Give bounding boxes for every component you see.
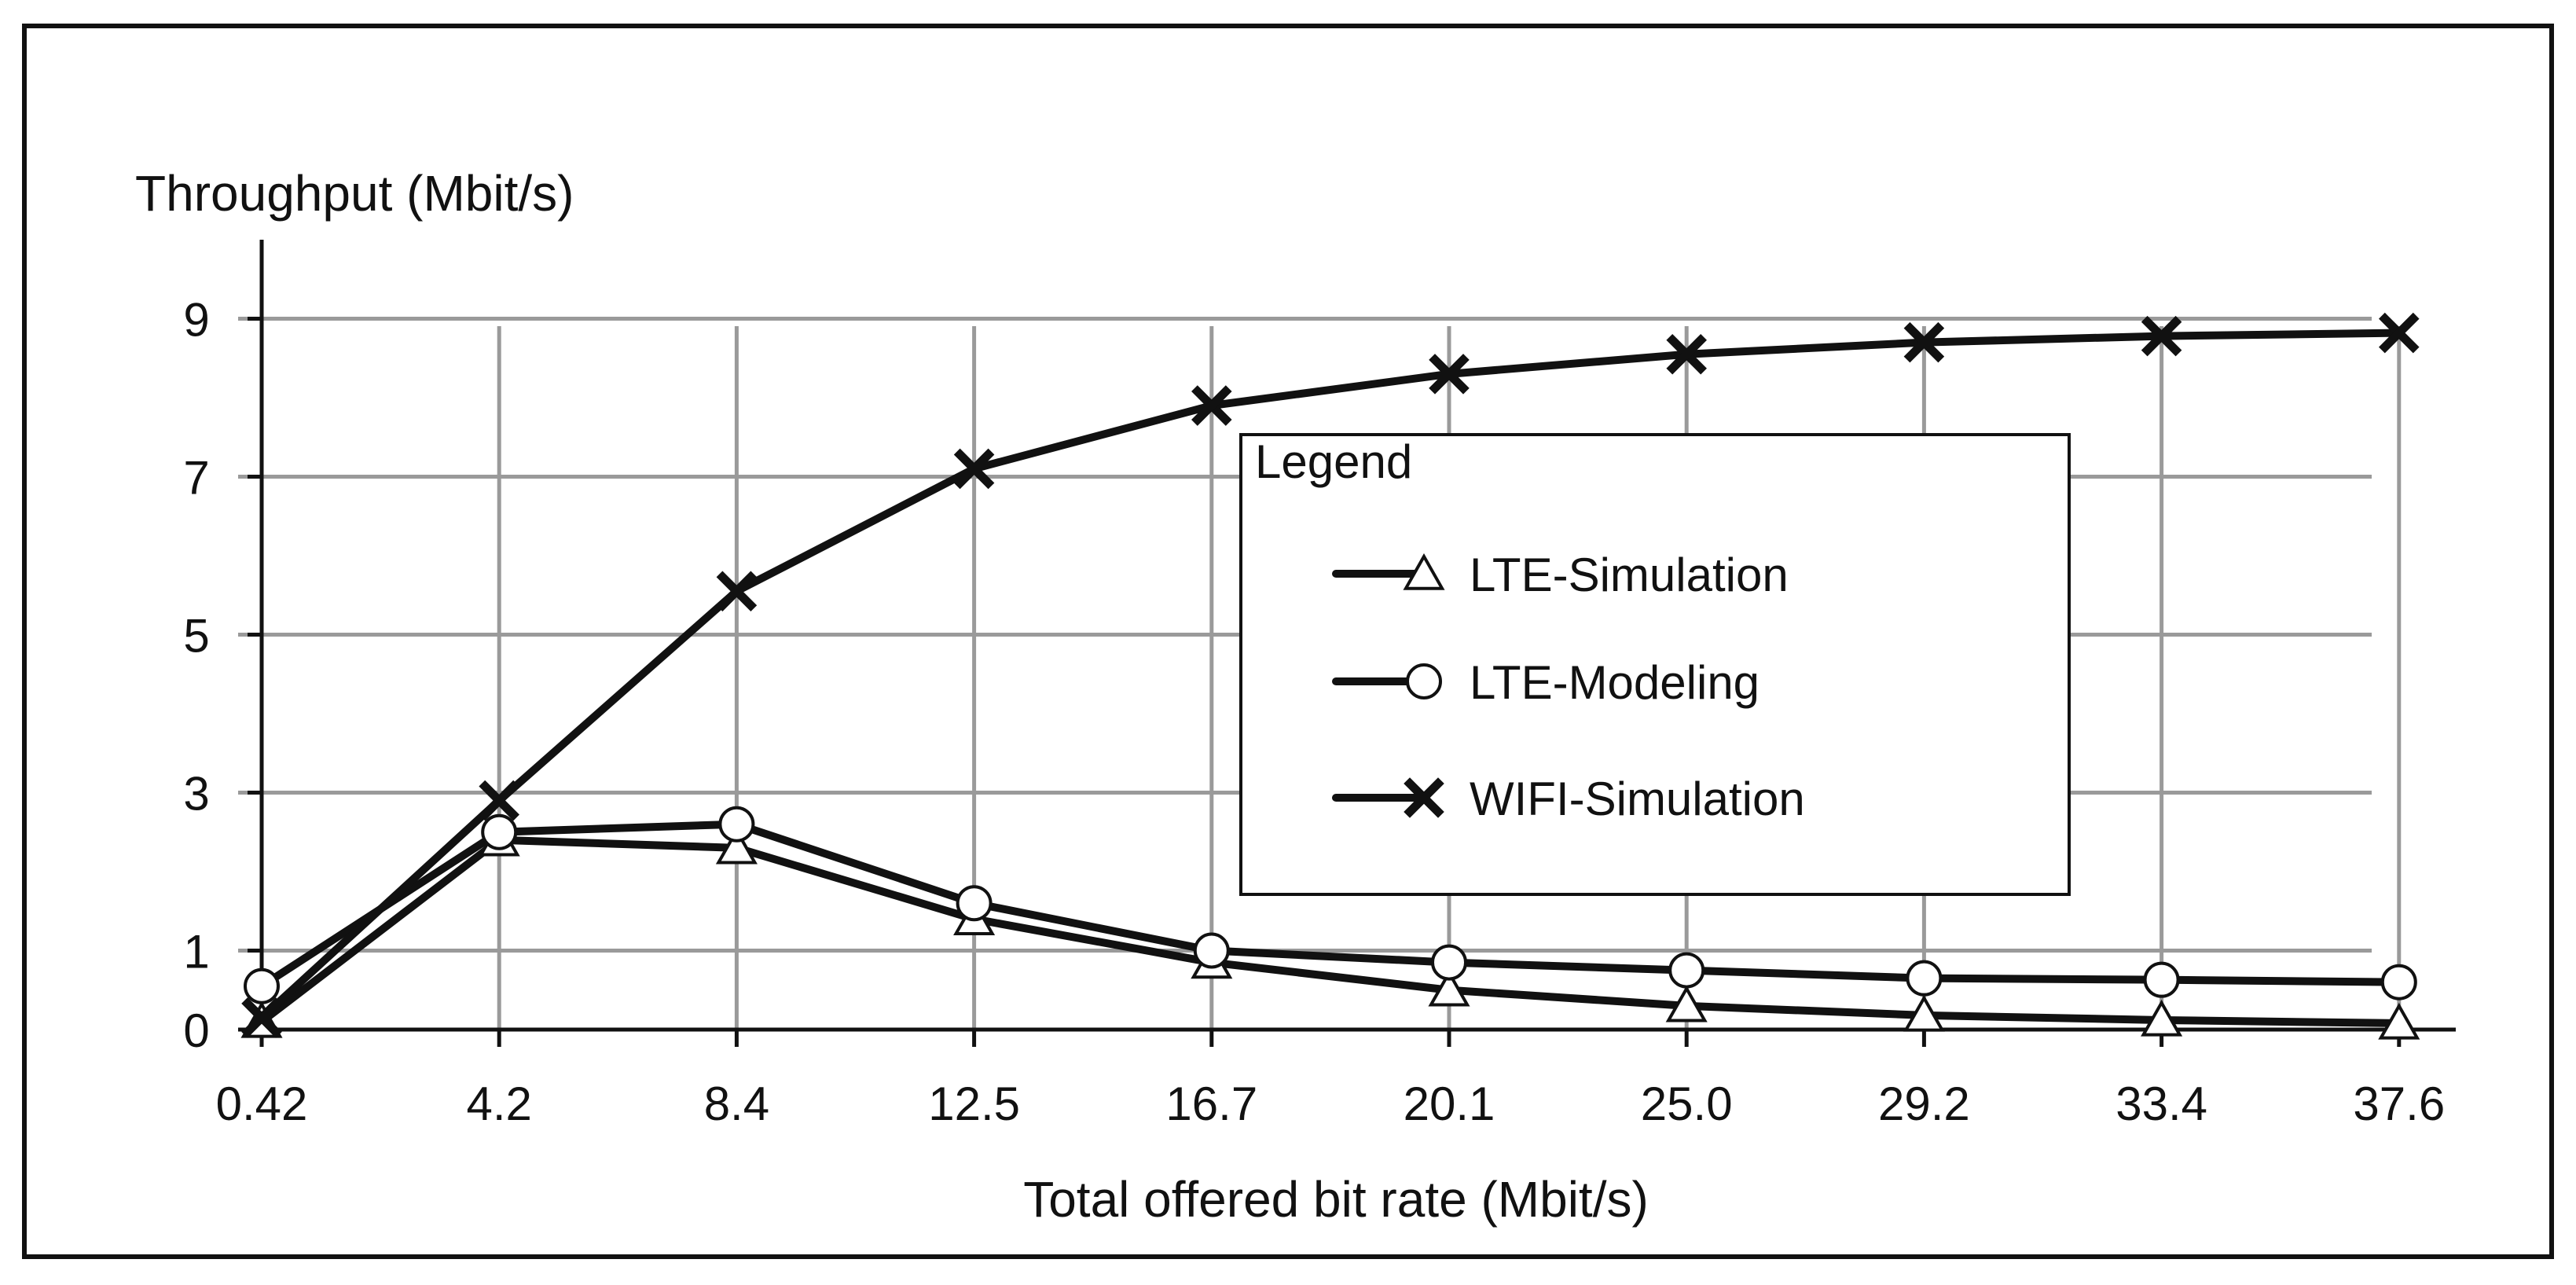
tick-labels: 0 1 3 5 7 9 0.42 4.2 8.4 12.5 16.7 20.1 25.0 29.2 33.4…: [183, 294, 2445, 1131]
point-lte-modeling-7: [1906, 960, 1943, 997]
point-wifi-simulation-4: [1191, 385, 1232, 426]
legend-label-lte-simulation: LTE-Simulation: [1470, 549, 1789, 601]
point-lte-modeling-0: [244, 967, 280, 1004]
point-lte-modeling-1: [481, 813, 518, 850]
point-lte-modeling-2: [718, 806, 755, 843]
cross-stroke: [1191, 385, 1232, 426]
point-wifi-simulation-0: [241, 997, 282, 1038]
cross-stroke: [2141, 315, 2182, 357]
cross-stroke: [1429, 354, 1470, 395]
legend-marker-lte-simulation: [1403, 553, 1445, 590]
x-tick-label: 4.2: [466, 1078, 531, 1130]
point-lte-simulation-7: [1903, 994, 1945, 1032]
cross-stroke: [2379, 312, 2420, 354]
series-line-lte-modeling: [258, 820, 2403, 990]
point-wifi-simulation-1: [479, 780, 519, 821]
y-tick-label: 0: [183, 1004, 209, 1057]
series: [240, 312, 2420, 1040]
point-lte-simulation-8: [2141, 999, 2183, 1037]
x-tick-label: 37.6: [2353, 1078, 2445, 1130]
legend-marker-lte-modeling: [1406, 663, 1442, 699]
y-tick-label: 9: [183, 294, 209, 347]
cross-stroke: [479, 780, 519, 821]
point-wifi-simulation-6: [1666, 333, 1707, 375]
legend-title: Legend: [1255, 435, 1412, 488]
legend-entries: LTE-Simulation LTE-Modeling WIFI-Simulatio…: [1332, 549, 1805, 825]
x-tick-label: 25.0: [1641, 1078, 1733, 1130]
point-wifi-simulation-9: [2379, 312, 2420, 354]
series-line-wifi-simulation: [258, 329, 2403, 1022]
x-tick-label: 8.4: [704, 1078, 769, 1130]
y-tick-label: 1: [183, 926, 209, 978]
point-lte-modeling-9: [2380, 964, 2417, 1000]
point-lte-modeling-6: [1668, 952, 1705, 989]
cross-stroke: [241, 997, 282, 1038]
legend-marker-wifi-simulation: [1404, 777, 1444, 818]
x-tick-label: 29.2: [1878, 1078, 1970, 1130]
x-tick-label: 0.42: [216, 1078, 308, 1130]
cross-stroke: [1903, 321, 1945, 363]
series-line-lte-simulation: [258, 835, 2403, 1027]
point-lte-simulation-2: [715, 827, 758, 865]
x-tick-label: 12.5: [928, 1078, 1020, 1130]
legend-box: [1239, 433, 2071, 896]
y-tick-label: 5: [183, 610, 209, 663]
cross-stroke: [1666, 333, 1707, 375]
point-lte-simulation-9: [2378, 1002, 2420, 1040]
cross-stroke: [716, 571, 758, 612]
legend-label-lte-modeling: LTE-Modeling: [1470, 656, 1760, 709]
legend: Legend LTE-Simulation LTE-Modeling WIFI-Si…: [1239, 433, 2071, 896]
point-lte-modeling-5: [1431, 944, 1467, 981]
point-lte-modeling-3: [956, 885, 993, 922]
y-axis-label: Throughput (Mbit/s): [135, 165, 574, 222]
point-lte-modeling-8: [2143, 961, 2180, 998]
point-lte-simulation-5: [1428, 969, 1470, 1007]
legend-label-wifi-simulation: WIFI-Simulation: [1470, 773, 1805, 825]
x-tick-label: 16.7: [1165, 1078, 1257, 1130]
point-wifi-simulation-2: [716, 571, 758, 612]
point-lte-simulation-6: [1665, 985, 1708, 1022]
point-wifi-simulation-3: [953, 448, 995, 490]
x-tick-label: 20.1: [1404, 1078, 1495, 1130]
cross-stroke: [953, 448, 995, 490]
point-lte-modeling-4: [1193, 932, 1230, 969]
y-tick-label: 7: [183, 452, 209, 505]
x-tick-label: 33.4: [2115, 1078, 2207, 1130]
y-tick-label: 3: [183, 768, 209, 821]
point-wifi-simulation-8: [2141, 315, 2182, 357]
x-axis-label: Total offered bit rate (Mbit/s): [1023, 1171, 1649, 1228]
figure-frame: [22, 24, 2554, 1259]
cross-stroke: [1404, 777, 1444, 818]
point-wifi-simulation-5: [1429, 354, 1470, 395]
point-wifi-simulation-7: [1903, 321, 1945, 363]
